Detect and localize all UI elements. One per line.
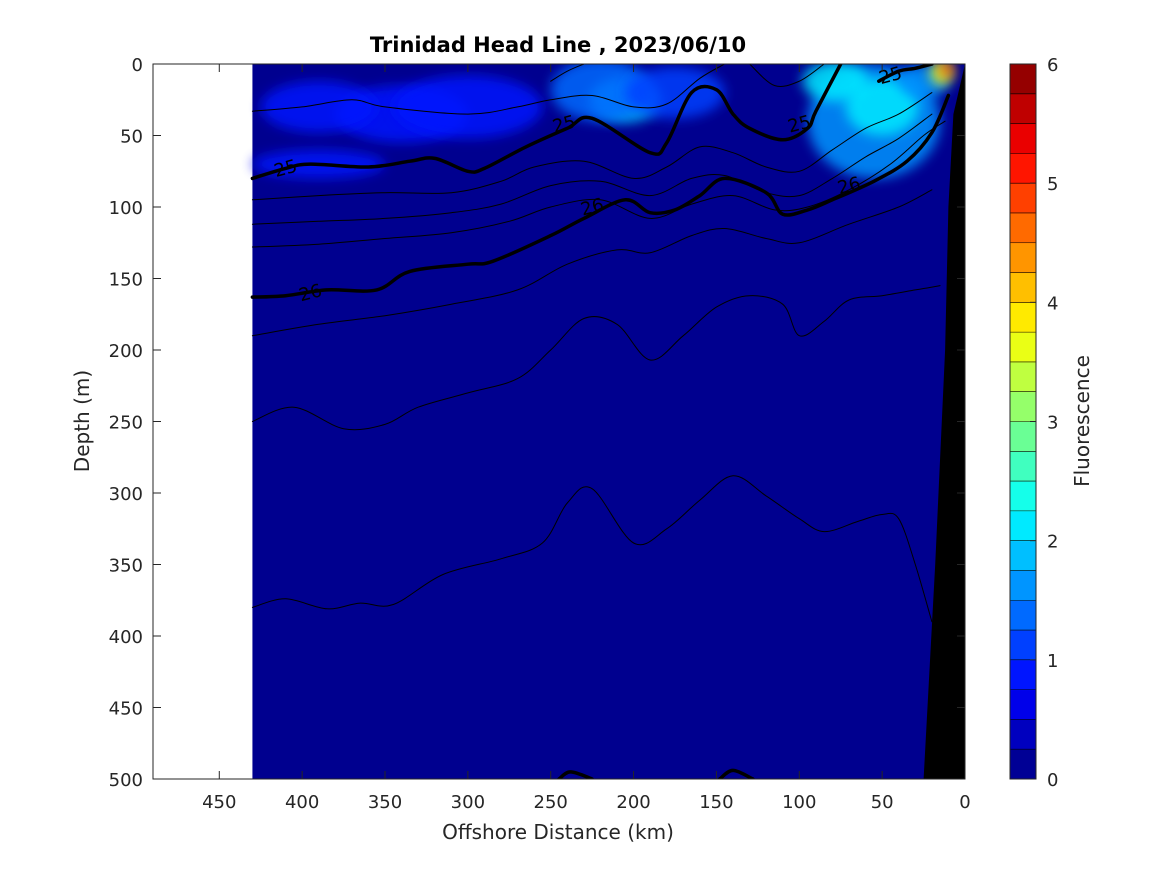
colorbar-segment [1010,242,1036,274]
density-contour-9 [251,120,946,248]
density-contour-15 [251,475,933,623]
colorbar-segment [1010,451,1036,482]
y-tick-label: 100 [109,198,143,219]
colorbar-tick-label: 2 [1047,532,1058,553]
x-tick-label: 300 [451,792,485,813]
density-contour-10 [250,93,951,299]
x-tick-label: 350 [368,792,402,813]
x-tick-label: 200 [616,792,650,813]
density-contour-17 [717,768,755,779]
y-tick-label: 450 [109,699,143,720]
colorbar-segment [1010,421,1036,452]
x-tick-label: 150 [699,792,733,813]
x-axis-ticks: 450 400 350 300 250 200 150 100 50 0 [202,64,971,813]
y-tick-label: 0 [132,55,143,76]
colorbar-segment [1010,93,1036,125]
y-tick-label: 250 [109,413,143,434]
fluorescence-patch-8 [845,78,919,136]
colorbar-segment [1010,391,1036,422]
colorbar-segment [1010,540,1036,571]
fluorescence-patch-12 [940,64,954,77]
density-contour-0 [550,64,585,82]
x-tick-label: 250 [534,792,568,813]
density-contour-16 [557,770,594,779]
colorbar-segment [1010,212,1036,244]
x-tick-label: 0 [959,792,970,813]
colorbar-tick-label: 0 [1047,770,1058,791]
colorbar-segment [1010,272,1036,303]
y-tick-label: 50 [120,127,143,148]
fluorescence-patch-4 [260,81,377,133]
y-tick-label: 300 [109,484,143,505]
x-axis-title: Offshore Distance (km) [442,820,674,844]
colorbar-segment [1010,153,1036,184]
fluorescence-patch-1 [550,64,651,122]
colorbar-segment [1010,64,1036,95]
y-tick-label: 500 [109,770,143,791]
density-contour-2 [749,64,825,88]
colorbar-segment [1010,719,1036,750]
density-contour-1 [251,64,726,115]
colorbar-segment [1010,659,1036,691]
fluorescence-patches [252,64,954,179]
colorbar-tick-label: 6 [1047,55,1058,76]
fluorescence-patch-9 [802,64,869,102]
colorbar-tick-label: 3 [1047,413,1058,434]
x-tick-label: 100 [782,792,816,813]
colorbar-segment [1010,332,1036,363]
density-contour-3 [250,64,843,181]
colorbar-segment [1010,302,1036,333]
fluorescence-patch-5 [393,75,543,139]
colorbar-segment [1010,630,1036,661]
y-axis-ticks: 0 50 100 150 200 250 300 350 400 450 500 [109,55,965,791]
density-contour-7 [251,92,933,201]
y-tick-label: 200 [109,341,143,362]
colorbar-tick-label: 1 [1047,651,1058,672]
colorbar-title: Fluorescence [1070,355,1094,487]
chart-title: Trinidad Head Line , 2023/06/10 [370,33,746,57]
colorbar-segment [1010,749,1036,780]
x-tick-label: 50 [871,792,894,813]
fluorescence-patch-2 [625,66,725,119]
colorbar-segment [1010,481,1036,512]
colorbar: 0 1 2 3 4 5 6 [1009,55,1058,791]
bathymetry-profile [923,64,965,779]
colorbar-segment [1010,570,1036,601]
y-axis-title: Depth (m) [70,370,94,472]
y-tick-label: 150 [109,270,143,291]
density-contour-13 [251,189,933,337]
y-tick-label: 350 [109,556,143,577]
colorbar-segment [1010,510,1036,542]
colorbar-segment [1010,183,1036,214]
colorbar-segment [1010,600,1036,631]
colorbar-tick-label: 4 [1047,293,1058,314]
colorbar-segment [1010,361,1036,393]
x-tick-label: 450 [202,792,236,813]
density-contour-8 [251,113,933,225]
density-contour-14 [251,285,941,431]
colorbar-segment [1010,689,1036,720]
density-contour-4 [877,64,934,83]
x-tick-label: 400 [285,792,319,813]
colorbar-tick-label: 5 [1047,174,1058,195]
colorbar-segment [1010,123,1036,154]
y-tick-label: 400 [109,627,143,648]
